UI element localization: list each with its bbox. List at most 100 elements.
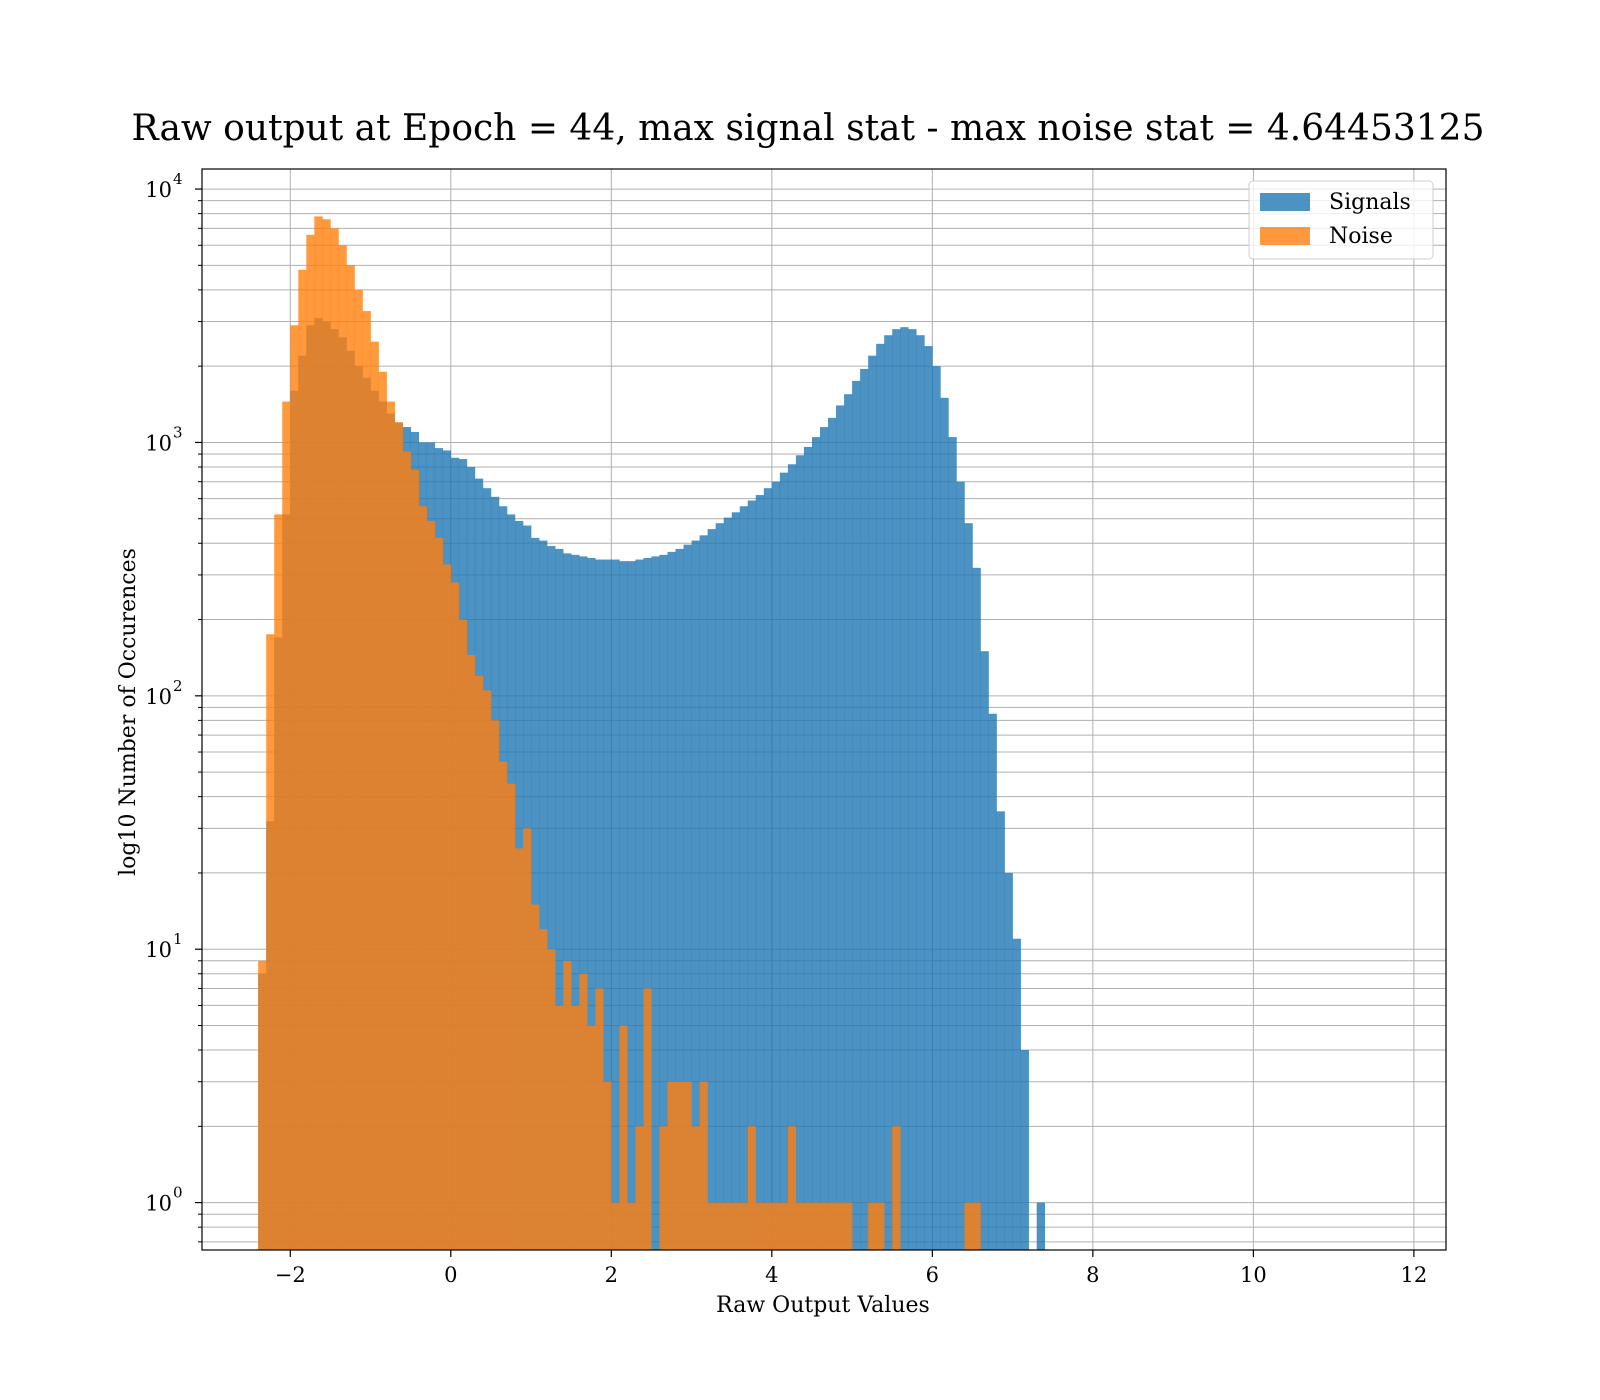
signals-bar — [924, 346, 933, 1250]
noise-bar — [490, 720, 500, 1250]
signals-bar — [731, 512, 741, 1250]
y-tick-label: 10 — [145, 178, 172, 202]
noise-bar — [723, 1202, 733, 1250]
signals-bar — [651, 556, 660, 1250]
signals-bar — [900, 327, 909, 1250]
legend-label-signals: Signals — [1329, 190, 1411, 215]
noise-bar — [266, 634, 275, 1250]
y-tick-exponent: 1 — [173, 930, 183, 948]
noise-bar — [506, 783, 516, 1250]
signals-bar — [811, 437, 821, 1250]
signals-bar — [884, 335, 893, 1251]
x-axis-ticks: −2 0 2 4 6 8 10 12 — [275, 1250, 1427, 1287]
signals-bar — [828, 417, 837, 1251]
signals-bar — [579, 556, 588, 1250]
noise-bar — [378, 371, 387, 1250]
legend-label-noise: Noise — [1329, 224, 1393, 249]
signals-bar — [563, 553, 572, 1250]
signals-bar — [844, 394, 853, 1250]
noise-bar — [763, 1202, 773, 1250]
noise-bar — [571, 1005, 580, 1250]
signals-bar — [715, 523, 724, 1250]
noise-bar — [972, 1202, 981, 1250]
noise-bar — [683, 1081, 692, 1250]
signals-bar — [988, 713, 997, 1250]
noise-bar — [868, 1202, 877, 1250]
noise-bar — [587, 1025, 596, 1250]
noise-bar — [836, 1202, 845, 1250]
noise-bar — [643, 988, 652, 1250]
y-tick-label: 10 — [145, 1192, 172, 1216]
noise-bar — [731, 1202, 741, 1250]
noise-bar — [611, 1202, 620, 1250]
signals-bar — [1036, 1202, 1046, 1250]
x-tick-label: 12 — [1401, 1263, 1428, 1287]
noise-bar — [635, 1126, 644, 1250]
noise-bar — [563, 960, 572, 1250]
noise-bar — [691, 1126, 700, 1250]
signals-bar — [659, 554, 668, 1250]
noise-bar — [346, 265, 355, 1250]
legend-swatch-noise — [1260, 227, 1310, 245]
noise-bar — [386, 401, 395, 1250]
noise-bar — [362, 311, 371, 1250]
noise-bar — [539, 929, 548, 1250]
y-tick-exponent: 2 — [173, 677, 183, 695]
legend: Signals Noise — [1248, 180, 1434, 260]
y-tick-exponent: 3 — [173, 423, 183, 441]
noise-bar — [314, 216, 323, 1251]
signals-bar — [836, 405, 845, 1250]
signals-bar — [603, 559, 612, 1250]
noise-bar — [434, 537, 444, 1250]
signals-bar — [1004, 872, 1013, 1250]
noise-bar — [282, 401, 291, 1250]
signals-bar — [972, 567, 981, 1250]
chart-title: Raw output at Epoch = 44, max signal sta… — [132, 108, 1485, 149]
noise-bar — [482, 690, 492, 1250]
noise-bar — [755, 1202, 765, 1250]
noise-bar — [306, 234, 315, 1250]
noise-bars — [258, 216, 981, 1251]
signals-bar — [803, 446, 813, 1250]
signals-bar — [555, 548, 564, 1250]
noise-bar — [418, 506, 428, 1251]
noise-bar — [964, 1202, 973, 1250]
signals-bar — [539, 540, 548, 1250]
axes-border — [201, 168, 1447, 1251]
signals-bar — [795, 455, 805, 1250]
signals-bar — [691, 540, 700, 1250]
noise-bar — [298, 269, 307, 1250]
signals-bar — [940, 397, 949, 1250]
signals-bar — [699, 535, 708, 1250]
y-tick-label: 10 — [145, 685, 172, 709]
noise-bar — [667, 1081, 676, 1250]
signals-bar — [571, 554, 580, 1250]
signals-bar — [1020, 1050, 1029, 1250]
noise-bar — [771, 1202, 781, 1250]
signals-bar — [787, 464, 797, 1250]
noise-bar — [498, 761, 508, 1250]
noise-bar — [442, 564, 452, 1250]
y-tick-exponent: 0 — [173, 1184, 183, 1202]
noise-bar — [290, 325, 299, 1250]
noise-bar — [450, 582, 460, 1250]
noise-bar — [402, 451, 411, 1250]
noise-bar — [338, 245, 347, 1251]
noise-bar — [675, 1081, 684, 1250]
signals-bar — [771, 481, 781, 1250]
noise-bar — [627, 1202, 636, 1250]
noise-bar — [474, 675, 484, 1250]
signals-bar — [779, 472, 789, 1250]
x-tick-label: −2 — [275, 1263, 306, 1287]
noise-bar — [354, 289, 363, 1251]
legend-swatch-signals — [1260, 193, 1310, 211]
noise-bar — [274, 514, 283, 1250]
x-tick-label: 6 — [926, 1263, 939, 1287]
signals-bar — [547, 546, 556, 1250]
signals-bar — [723, 517, 733, 1250]
signals-bar — [683, 544, 692, 1250]
noise-bar — [603, 1081, 612, 1250]
noise-bar — [466, 654, 476, 1250]
signals-bar — [996, 811, 1005, 1250]
